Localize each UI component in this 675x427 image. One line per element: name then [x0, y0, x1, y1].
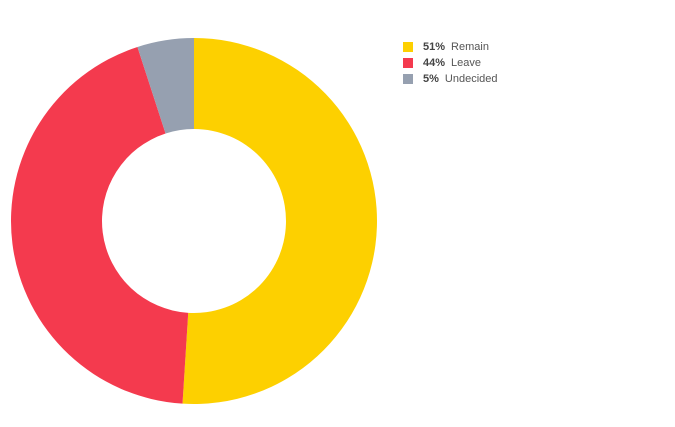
slice-leave[interactable] [11, 46, 189, 404]
legend-swatch-undecided [403, 74, 413, 84]
legend-swatch-remain [403, 42, 413, 52]
legend-item-remain[interactable]: 51% Remain [403, 39, 498, 55]
legend-label-leave: Leave [451, 57, 482, 69]
slice-undecided[interactable] [137, 38, 194, 134]
slice-remain[interactable] [182, 38, 378, 405]
legend-item-leave[interactable]: 44% Leave [403, 55, 498, 71]
legend-label-remain: Remain [451, 41, 489, 53]
legend-value-leave: 44% [423, 57, 446, 69]
legend-item-undecided[interactable]: 5% Undecided [403, 71, 498, 87]
legend-label-undecided: Undecided [444, 73, 498, 85]
legend-swatch-leave [403, 58, 413, 68]
legend: 51% Remain 44% Leave 5% Undecided [403, 39, 498, 87]
legend-value-undecided: 5% [423, 73, 439, 85]
legend-value-remain: 51% [423, 41, 446, 53]
